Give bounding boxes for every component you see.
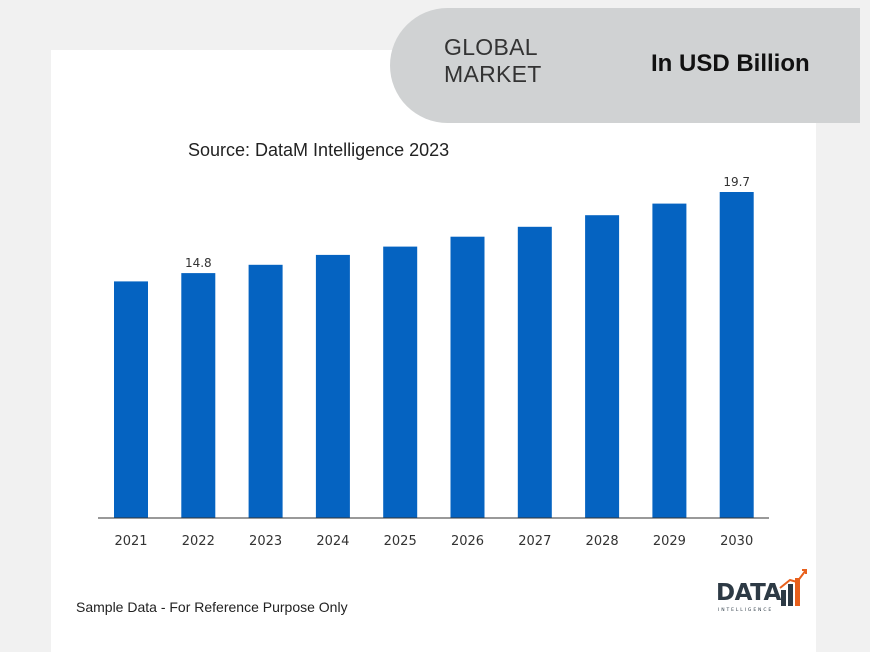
x-tick-2030: 2030 xyxy=(720,534,753,549)
logo-word: DATA xyxy=(716,580,781,606)
bar-2023 xyxy=(248,264,283,518)
x-tick-2023: 2023 xyxy=(249,534,282,549)
x-tick-2025: 2025 xyxy=(384,534,417,549)
bar-2030 xyxy=(719,192,754,518)
chart-source: Source: DataM Intelligence 2023 xyxy=(188,140,450,160)
x-tick-2021: 2021 xyxy=(114,534,147,549)
data-labels: 14.8 19.7 xyxy=(185,175,750,270)
header-band xyxy=(390,8,860,123)
data-label-2022: 14.8 xyxy=(185,256,212,270)
units-label: In USD Billion xyxy=(651,50,810,77)
bar-2024 xyxy=(315,254,350,518)
sample-data-note: Sample Data - For Reference Purpose Only xyxy=(76,599,348,615)
x-tick-2027: 2027 xyxy=(518,534,551,549)
bar-2028 xyxy=(585,215,620,518)
chart-card xyxy=(51,50,816,652)
bar-2027 xyxy=(517,226,552,519)
x-tick-2024: 2024 xyxy=(316,534,349,549)
logo-subtitle: INTELLIGENCE xyxy=(718,608,774,613)
x-tick-2028: 2028 xyxy=(586,534,619,549)
bar-2021 xyxy=(114,281,148,518)
bar-2022 xyxy=(181,273,216,518)
logo-bars-icon xyxy=(779,569,807,606)
data-label-2030: 19.7 xyxy=(723,175,750,189)
datam-logo: DATA INTELLIGENCE xyxy=(716,568,808,616)
x-tick-labels: 2021 2022 2023 2024 2025 2026 2027 2028 2029 2030 xyxy=(114,534,753,549)
x-tick-2029: 2029 xyxy=(653,534,686,549)
market-title: GLOBAL MARKET xyxy=(444,34,542,87)
x-tick-2022: 2022 xyxy=(182,534,215,549)
bar-2029 xyxy=(652,203,687,518)
bar-2026 xyxy=(450,236,485,518)
bar-2025 xyxy=(383,246,418,518)
bars-group xyxy=(114,192,754,519)
x-tick-2026: 2026 xyxy=(451,534,484,549)
